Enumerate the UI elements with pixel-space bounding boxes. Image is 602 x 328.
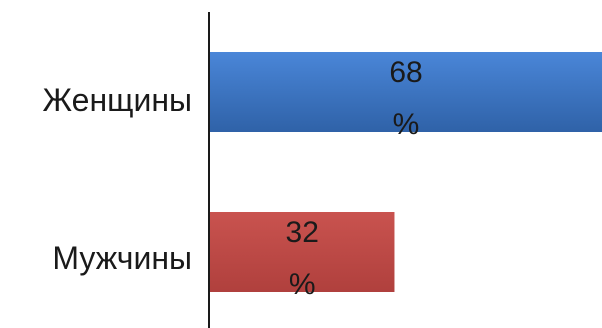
bar-0 — [210, 52, 602, 132]
data-label-unit: % — [289, 268, 316, 301]
data-label-value: 68 — [389, 56, 422, 89]
category-label: Мужчины — [52, 240, 192, 276]
labels-layer: Женщины 68% Мужчины 32% — [43, 56, 423, 301]
bar-1 — [210, 212, 395, 292]
category-label: Женщины — [43, 82, 193, 118]
data-label-unit: % — [393, 108, 420, 141]
data-label-value: 32 — [286, 216, 319, 249]
bars-layer — [210, 52, 602, 292]
